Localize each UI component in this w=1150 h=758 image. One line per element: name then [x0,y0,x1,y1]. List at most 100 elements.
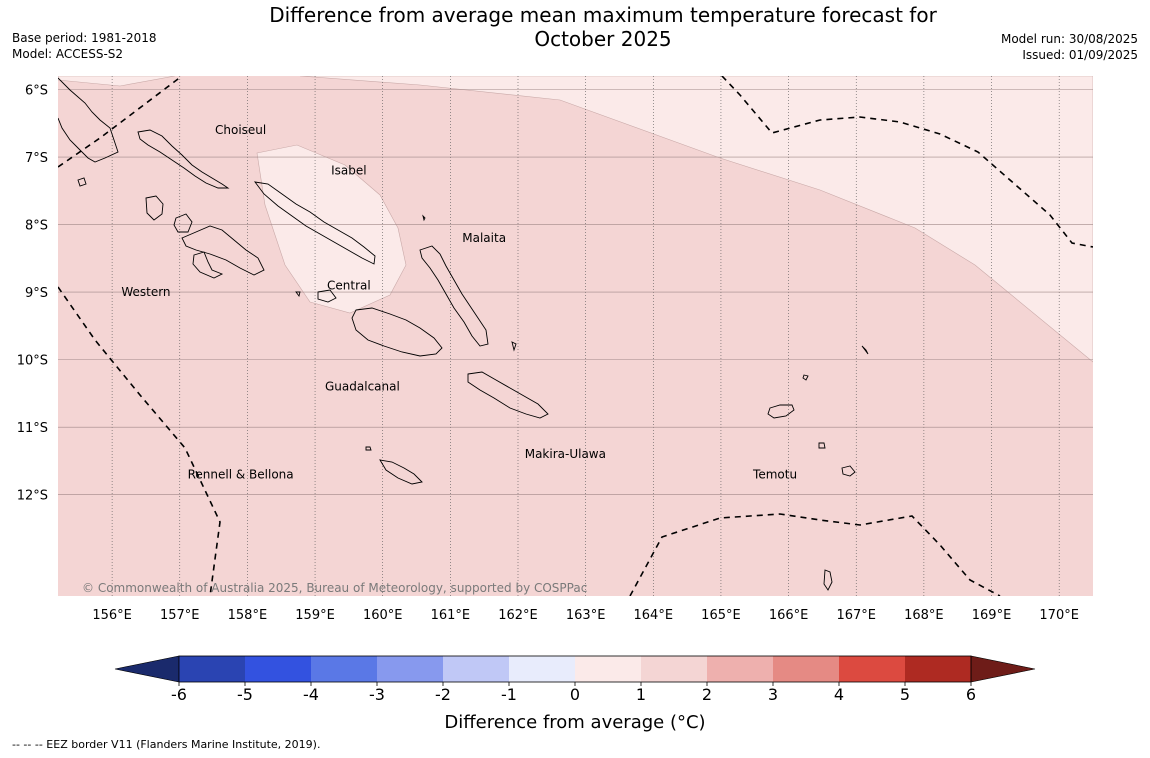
colorbar-tick-label: 6 [966,685,976,704]
colorbar [114,655,1036,683]
colorbar-tick-label: -4 [303,685,319,704]
colorbar-tick-label: -1 [501,685,517,704]
lon-tick-label: 163°E [566,608,606,623]
colorbar-segment [905,656,971,682]
latitude-tick-labels: 6°S 7°S 8°S 9°S 10°S 11°S 12°S [17,84,48,504]
lat-tick-label: 7°S [25,151,48,166]
island-shortland [77,177,87,187]
island-bougainville [58,77,119,163]
island-guadalcanal [351,307,443,357]
province-label: Central [327,278,371,292]
base-period: Base period: 1981-2018 [12,31,157,45]
colorbar-segment [773,656,839,682]
lat-tick-label: 12°S [17,489,48,504]
island-tikopia [823,569,833,591]
lon-tick-label: 157°E [160,608,200,623]
colorbar-segment [839,656,905,682]
colorbar-tick-label: -2 [435,685,451,704]
colorbar-label: Difference from average (°C) [444,712,705,733]
colorbar-segment [179,656,245,682]
island-vanikoro [841,465,856,477]
province-label: Guadalcanal [325,380,400,394]
island-makira [467,371,549,419]
island-utupua [818,442,826,449]
island-russell [295,291,301,298]
lat-tick-label: 11°S [17,421,48,436]
meta-right: Model run: 30/08/2025 Issued: 01/09/2025 [1001,31,1138,63]
province-label: Choiseul [215,123,266,137]
lon-tick-label: 165°E [701,608,741,623]
island-choiseul [137,129,230,189]
lon-tick-label: 161°E [431,608,471,623]
province-labels: Choiseul Isabel Malaita Western Central Guada… [121,123,797,481]
eez-border [58,76,1093,596]
colorbar-tick-label: -3 [369,685,385,704]
model-run: Model run: 30/08/2025 [1000,32,1138,46]
colorbar-tick-label: -6 [171,685,187,704]
colorbar-tick-label: 4 [834,685,844,704]
map-figure: © Commonwealth of Australia 2025, Bureau… [17,76,1093,733]
island-rendova [192,251,224,279]
lon-tick-label: 170°E [1039,608,1079,623]
island-new-georgia [181,225,265,276]
province-label: Western [121,285,170,299]
lon-tick-label: 156°E [92,608,132,623]
island-duff [861,345,869,355]
title-line-1: Difference from average mean maximum tem… [269,3,937,27]
anomaly-band-0-1-northeast [58,76,1093,363]
island-isabel [253,181,376,265]
colorbar-segment [311,656,377,682]
lon-tick-label: 160°E [363,608,403,623]
province-label: Temotu [752,467,797,481]
colorbar-segment [377,656,443,682]
title-line-2: October 2025 [534,27,672,51]
colorbar-tick-label: 2 [702,685,712,704]
lat-tick-label: 10°S [17,354,48,369]
colorbar-tick-label: 3 [768,685,778,704]
model-name: Model: ACCESS-S2 [12,47,124,61]
island-santa-cruz [767,404,795,419]
copyright-text: © Commonwealth of Australia 2025, Bureau… [82,581,587,595]
coastlines [58,77,869,591]
colorbar-segment [443,656,509,682]
lon-tick-label: 158°E [228,608,268,623]
colorbar-tick-label: 0 [570,685,580,704]
lat-tick-label: 6°S [25,84,48,99]
colorbar-tick-label: 1 [636,685,646,704]
eez-north-east [721,76,1093,248]
province-label: Rennell & Bellona [188,467,294,481]
colorbar-tick-labels: -6 -5 -4 -3 -2 -1 0 1 2 3 4 5 6 [171,682,976,704]
province-label: Makira-Ulawa [525,447,606,461]
issued-date: Issued: 01/09/2025 [1022,48,1138,62]
map-title: Difference from average mean maximum tem… [200,3,1006,51]
island-malaita [419,245,489,347]
island-bellona [365,446,372,451]
lat-tick-label: 9°S [25,286,48,301]
lon-tick-label: 168°E [904,608,944,623]
anomaly-band-0-1-isabel [256,144,407,314]
lon-tick-label: 164°E [634,608,674,623]
island-sikaiana [511,341,517,352]
island-vella-lavella [145,195,164,221]
colorbar-low-extension [114,655,180,683]
lon-tick-label: 169°E [972,608,1012,623]
eez-south-west [58,286,221,596]
colorbar-high-extension [970,655,1036,683]
eez-south-east [629,513,1001,596]
colorbar-segment [707,656,773,682]
lon-tick-label: 159°E [295,608,335,623]
colorbar-segment [509,656,575,682]
island-florida [317,289,337,303]
province-label: Isabel [331,164,366,178]
meta-left: Base period: 1981-2018 Model: ACCESS-S2 [12,30,157,62]
colorbar-tick-label: -5 [237,685,253,704]
colorbar-tick-label: 5 [900,685,910,704]
province-label: Malaita [462,231,506,245]
lon-tick-label: 162°E [498,608,538,623]
colorbar-segment [245,656,311,682]
eez-source-note: -- -- -- EEZ border V11 (Flanders Marine… [12,738,321,751]
lon-tick-label: 167°E [836,608,876,623]
colorbar-segment [641,656,707,682]
island-reef-islands [802,374,809,381]
island-ontong-java [422,214,426,222]
